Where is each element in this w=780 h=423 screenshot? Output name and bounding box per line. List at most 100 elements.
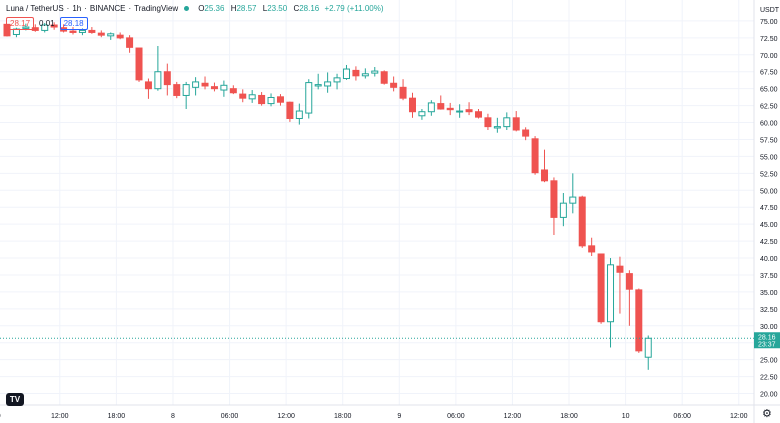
chart-legend: Luna / TetherUS · 1h · BINANCE · Trading… — [6, 4, 384, 13]
buy-price-button[interactable]: 28.18 — [59, 17, 88, 30]
x-tick-label: 18:00 — [560, 413, 578, 420]
candle-body-down — [88, 29, 96, 33]
market-status-icon[interactable] — [184, 6, 190, 11]
bid-ask-row: 28.17 0.01 28.18 — [6, 17, 88, 30]
candle-body-up — [295, 110, 303, 119]
candle-body-down — [210, 86, 218, 90]
candle-body-down — [625, 273, 633, 290]
x-tick-label: 9 — [397, 413, 401, 420]
x-tick-label: 06:00 — [673, 413, 691, 420]
spread-value: 0.01 — [39, 19, 55, 28]
y-tick-label: 25.00 — [760, 358, 778, 365]
candle-body-down — [390, 82, 398, 88]
y-tick-label: 20.00 — [760, 392, 778, 399]
x-tick-label: 8 — [171, 413, 175, 420]
y-tick-label: 75.00 — [760, 19, 778, 26]
candle-body-down — [541, 169, 549, 182]
close-value: 28.16 — [299, 4, 320, 13]
candle-body-up — [154, 71, 162, 90]
y-tick-label: 37.50 — [760, 273, 778, 280]
y-tick-label: 62.50 — [760, 104, 778, 111]
legend-separator: · — [128, 4, 132, 13]
sell-price-button[interactable]: 28.17 — [6, 17, 35, 30]
candle-body-down — [550, 180, 558, 218]
candle-body-down — [126, 37, 134, 48]
candle-body-down — [597, 253, 605, 323]
low-value: 23.50 — [267, 4, 288, 13]
candle-body-down — [446, 107, 454, 111]
candle-body-down — [437, 103, 445, 110]
x-tick-label: 18:00 — [108, 413, 126, 420]
high-value: 28.57 — [236, 4, 257, 13]
candle-body-down — [97, 32, 105, 36]
candle-body-up — [192, 81, 200, 88]
x-tick-label: 06:00 — [221, 413, 239, 420]
high-key: H — [230, 4, 237, 13]
settings-gear-icon[interactable]: ⚙ — [762, 408, 772, 420]
change-value: +2.79 (+11.00%) — [324, 4, 384, 13]
candle-body-down — [50, 24, 58, 28]
candle-body-down — [484, 117, 492, 128]
symbol-label[interactable]: Luna / TetherUS — [6, 4, 64, 13]
candle-body-up — [333, 77, 341, 83]
provider-label: TradingView — [134, 4, 179, 13]
y-tick-label: 52.50 — [760, 171, 778, 178]
y-tick-label: 30.00 — [760, 324, 778, 331]
y-tick-label: 40.00 — [760, 256, 778, 263]
x-tick-label: 18:00 — [334, 413, 352, 420]
open-key: O — [198, 4, 205, 13]
candle-body-down — [201, 82, 209, 87]
candle-body-down — [399, 86, 407, 99]
x-tick-label: 12:00 — [730, 413, 748, 420]
candle-body-up — [267, 96, 275, 105]
candle-body-down — [144, 81, 152, 90]
candle-body-down — [286, 101, 294, 119]
y-tick-label: 32.50 — [760, 307, 778, 314]
y-tick-label: 42.50 — [760, 239, 778, 246]
candle-body-down — [512, 117, 520, 131]
candle-body-down — [173, 84, 181, 96]
open-value: 25.36 — [204, 4, 225, 13]
candle-body-up — [107, 33, 115, 37]
candle-body-down — [635, 289, 643, 352]
legend-separator: · — [66, 4, 70, 13]
candle-body-down — [229, 88, 237, 94]
exchange-label: BINANCE — [89, 4, 126, 13]
close-key: C — [293, 4, 300, 13]
candle-body-up — [41, 24, 49, 31]
candle-body-up — [418, 111, 426, 117]
candle-body-down — [616, 265, 624, 273]
currency-label: USDT — [760, 7, 780, 14]
candle-body-up — [644, 337, 652, 358]
x-tick-label: 6:00 — [0, 413, 1, 420]
candle-body-down — [116, 34, 124, 39]
ohlc-values: O25.36 H28.57 L23.50 C28.16 +2.79 (+11.0… — [194, 4, 383, 13]
candle-body-down — [588, 245, 596, 253]
y-tick-label: 57.50 — [760, 137, 778, 144]
y-tick-label: 45.00 — [760, 222, 778, 229]
y-tick-label: 50.00 — [760, 188, 778, 195]
x-tick-label: 12:00 — [277, 413, 295, 420]
tradingview-logo-icon[interactable]: TV — [6, 393, 24, 406]
y-tick-label: 65.00 — [760, 87, 778, 94]
y-tick-label: 35.00 — [760, 290, 778, 297]
candle-body-up — [371, 70, 379, 74]
low-key: L — [262, 4, 268, 13]
candle-body-up — [314, 84, 322, 87]
candle-body-up — [324, 81, 332, 87]
last-price-tag — [754, 332, 780, 349]
candle-body-down — [258, 94, 266, 105]
x-tick-label: 10 — [622, 413, 630, 420]
candle-body-up — [248, 94, 256, 100]
candle-body-up — [493, 126, 501, 129]
candle-body-down — [522, 129, 530, 137]
interval-label[interactable]: 1h — [72, 4, 82, 13]
candle-body-down — [69, 30, 77, 33]
candle-body-down — [475, 111, 482, 118]
candle-body-up — [220, 84, 228, 91]
candle-body-up — [361, 73, 369, 77]
candle-body-up — [342, 68, 350, 80]
candle-body-up — [456, 110, 464, 113]
candle-body-down — [239, 93, 247, 99]
